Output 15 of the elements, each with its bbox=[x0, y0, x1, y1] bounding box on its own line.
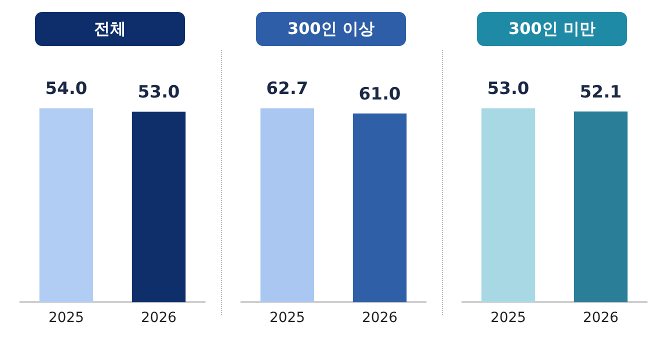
data-label: 62.7 bbox=[266, 79, 308, 100]
x-tick-label: 2026 bbox=[140, 310, 177, 326]
x-tick-label: 2026 bbox=[582, 310, 619, 326]
data-label: 54.0 bbox=[45, 79, 88, 100]
x-tick-label: 2025 bbox=[48, 310, 84, 326]
chart-title: 300인 이상 bbox=[256, 12, 406, 46]
data-label: 53.0 bbox=[487, 79, 530, 100]
chart-title: 전체 bbox=[35, 12, 185, 46]
x-tick-label: 2025 bbox=[269, 310, 306, 326]
data-label: 53.0 bbox=[138, 82, 180, 103]
data-label: 52.1 bbox=[580, 82, 622, 102]
data-label: 61.0 bbox=[358, 84, 401, 104]
chart-title: 300인 미만 bbox=[477, 12, 627, 46]
x-tick-label: 2026 bbox=[362, 310, 398, 326]
x-tick-label: 2025 bbox=[490, 310, 526, 326]
